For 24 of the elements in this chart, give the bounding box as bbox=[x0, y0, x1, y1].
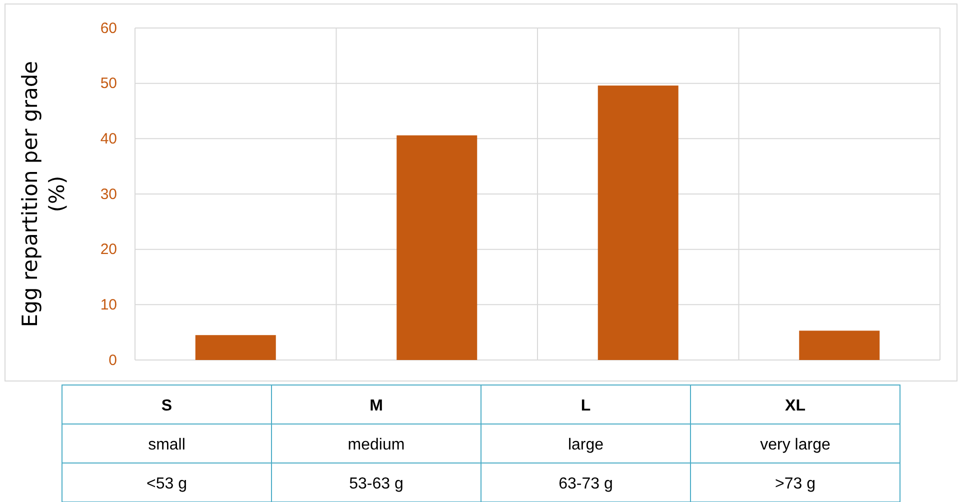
text: very large bbox=[760, 436, 830, 454]
x-tick-label: XL bbox=[785, 398, 806, 414]
y-tick-label: 0 bbox=[108, 352, 117, 369]
y-tick-label: 60 bbox=[100, 20, 117, 37]
y-tick-label: 30 bbox=[100, 186, 117, 203]
bar bbox=[598, 86, 678, 360]
text: large bbox=[568, 436, 604, 454]
x-tick-label: L bbox=[580, 398, 591, 414]
bar bbox=[396, 135, 478, 360]
y-tick-label: 10 bbox=[100, 296, 117, 314]
text: 63-73 g bbox=[558, 476, 613, 492]
text: 53-63 g bbox=[349, 476, 404, 492]
x-tick-label: S bbox=[161, 398, 172, 414]
x-tick-label: M bbox=[370, 398, 383, 414]
y-tick-label: 20 bbox=[100, 241, 117, 258]
y-tick-label: 40 bbox=[100, 130, 117, 148]
bar bbox=[195, 335, 276, 360]
text: small bbox=[148, 436, 186, 454]
text: <53 g bbox=[146, 476, 187, 492]
text: >73 g bbox=[775, 476, 816, 492]
y-axis-title: Egg repartition per grade (%) bbox=[18, 60, 69, 328]
y-tick-label: 50 bbox=[100, 75, 117, 92]
text: medium bbox=[348, 436, 405, 454]
bar bbox=[799, 330, 880, 360]
